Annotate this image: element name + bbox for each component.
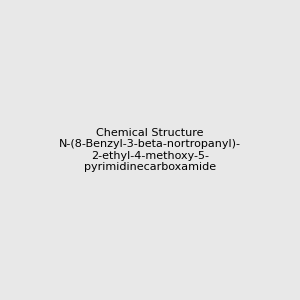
Text: Chemical Structure
N-(8-Benzyl-3-beta-nortropanyl)-
2-ethyl-4-methoxy-5-
pyrimid: Chemical Structure N-(8-Benzyl-3-beta-no… [59,128,241,172]
